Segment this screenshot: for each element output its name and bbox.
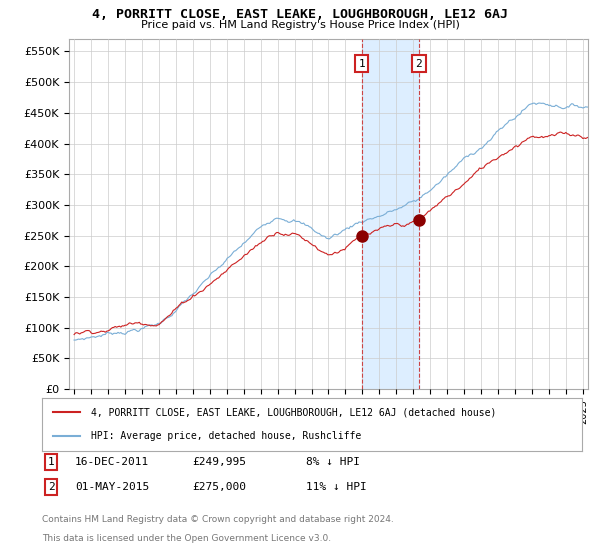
Text: £249,995: £249,995: [192, 457, 246, 467]
Text: 11% ↓ HPI: 11% ↓ HPI: [306, 482, 367, 492]
Text: HPI: Average price, detached house, Rushcliffe: HPI: Average price, detached house, Rush…: [91, 431, 361, 441]
Text: Price paid vs. HM Land Registry's House Price Index (HPI): Price paid vs. HM Land Registry's House …: [140, 20, 460, 30]
Text: 1: 1: [47, 457, 55, 467]
Text: 4, PORRITT CLOSE, EAST LEAKE, LOUGHBOROUGH, LE12 6AJ: 4, PORRITT CLOSE, EAST LEAKE, LOUGHBOROU…: [92, 8, 508, 21]
Text: 1: 1: [358, 59, 365, 69]
Text: This data is licensed under the Open Government Licence v3.0.: This data is licensed under the Open Gov…: [42, 534, 331, 543]
Text: Contains HM Land Registry data © Crown copyright and database right 2024.: Contains HM Land Registry data © Crown c…: [42, 515, 394, 524]
Text: 16-DEC-2011: 16-DEC-2011: [75, 457, 149, 467]
Text: 2: 2: [416, 59, 422, 69]
Text: 2: 2: [47, 482, 55, 492]
Text: 4, PORRITT CLOSE, EAST LEAKE, LOUGHBOROUGH, LE12 6AJ (detached house): 4, PORRITT CLOSE, EAST LEAKE, LOUGHBOROU…: [91, 408, 496, 418]
Bar: [362, 39, 419, 389]
Text: 01-MAY-2015: 01-MAY-2015: [75, 482, 149, 492]
Text: £275,000: £275,000: [192, 482, 246, 492]
Text: 8% ↓ HPI: 8% ↓ HPI: [306, 457, 360, 467]
